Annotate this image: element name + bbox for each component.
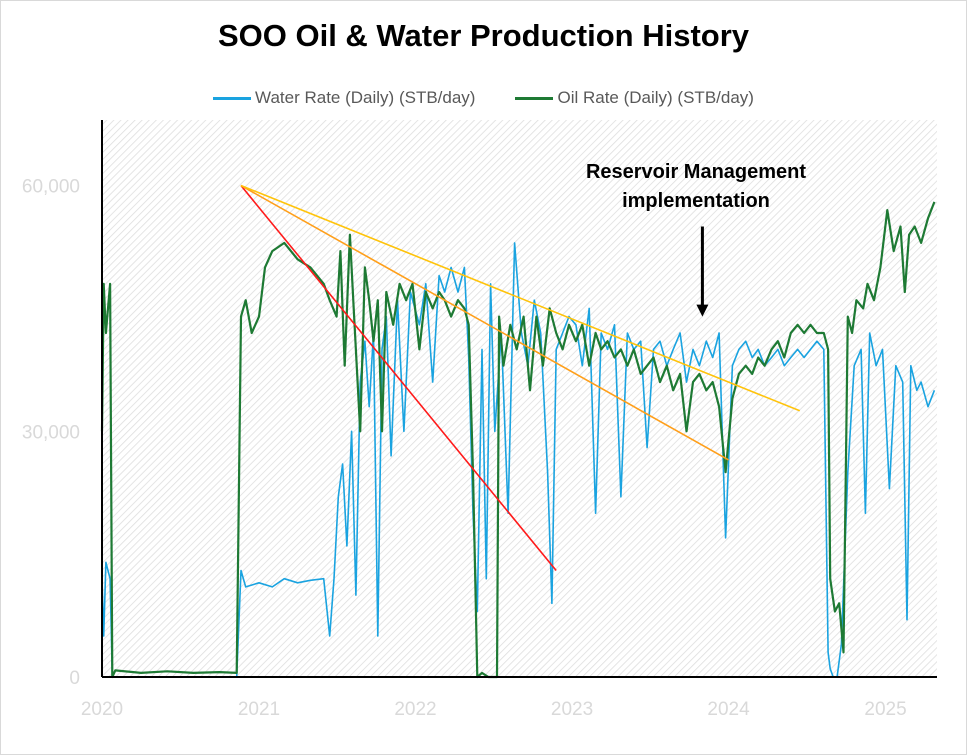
- chart-title: SOO Oil & Water Production History: [217, 18, 750, 53]
- legend-label-water: Water Rate (Daily) (STB/day): [255, 88, 476, 107]
- series-line-water: [101, 242, 936, 678]
- x-tick-label: 2025: [864, 699, 906, 720]
- trend-line-3: [240, 184, 801, 412]
- x-tick-label: 2023: [551, 699, 593, 720]
- y-tick-label: 0: [69, 668, 80, 689]
- legend-swatch-oil: [515, 96, 554, 100]
- series-line-oil: [100, 201, 936, 679]
- legend-item-water: Water Rate (Daily) (STB/day): [213, 86, 475, 110]
- y-tick-label: 60,000: [22, 177, 80, 198]
- legend-label-oil: Oil Rate (Daily) (STB/day): [557, 88, 754, 107]
- legend-item-oil: Oil Rate (Daily) (STB/day): [515, 86, 754, 110]
- x-tick-label: 2021: [238, 699, 280, 720]
- annotation-text: Reservoir Management implementation: [546, 158, 846, 216]
- trend-line-2: [240, 184, 729, 461]
- x-tick-label: 2022: [394, 699, 436, 720]
- x-tick-label: 2024: [707, 699, 750, 720]
- y-tick-label: 30,000: [22, 422, 80, 443]
- x-tick-label: 2020: [81, 699, 123, 720]
- annotation-line-2: implementation: [622, 190, 770, 212]
- legend: Water Rate (Daily) (STB/day) Oil Rate (D…: [0, 86, 967, 110]
- trend-line-1: [240, 185, 557, 572]
- annotation-line-1: Reservoir Management: [585, 161, 807, 183]
- annotation-arrow-head: [696, 304, 709, 317]
- legend-swatch-water: [213, 96, 252, 100]
